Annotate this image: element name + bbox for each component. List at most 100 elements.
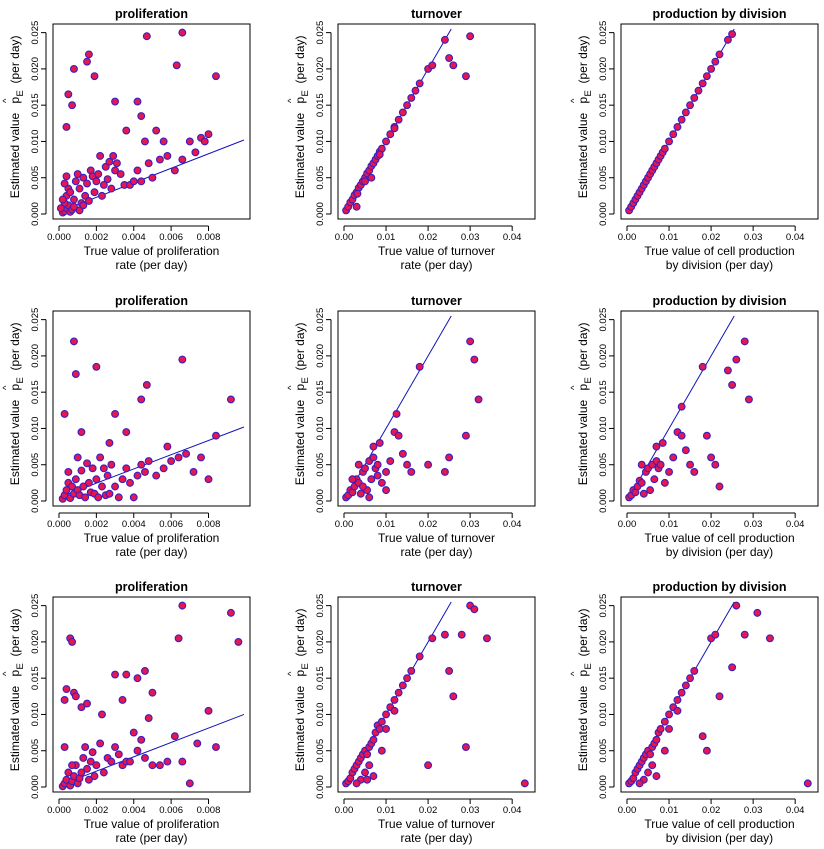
x-tick-label: 0.004: [122, 519, 146, 530]
data-point: [133, 674, 142, 683]
data-point: [673, 695, 682, 704]
data-point: [81, 493, 90, 502]
x-axis-label-line2: by division (per day): [666, 831, 773, 845]
data-point: [440, 468, 449, 476]
data-point: [90, 772, 99, 781]
data-point: [707, 64, 716, 73]
data-point: [375, 439, 384, 447]
data-point: [723, 366, 732, 375]
data-point: [744, 395, 753, 404]
data-point: [99, 181, 108, 189]
y-label-hat: ^: [1, 671, 12, 676]
data-point: [111, 670, 120, 679]
data-point: [60, 179, 69, 188]
data-point: [415, 362, 424, 371]
data-point: [111, 482, 120, 491]
data-point: [377, 478, 386, 487]
x-tick-label: 0.002: [84, 232, 108, 243]
data-point: [461, 431, 470, 440]
y-label-main: Estimated value: [576, 685, 590, 771]
data-point: [639, 489, 648, 498]
data-point: [122, 464, 131, 473]
data-point: [369, 453, 378, 462]
data-point: [204, 706, 213, 715]
data-point: [112, 159, 121, 168]
x-axis-label-line2: rate (per day): [115, 831, 187, 845]
data-point: [83, 764, 91, 773]
data-point: [189, 468, 198, 476]
y-axis-label: Estimated value p^E (per day): [569, 35, 594, 198]
data-point: [79, 173, 88, 182]
data-point: [79, 201, 88, 210]
data-point: [69, 337, 78, 346]
data-point: [79, 754, 88, 762]
data-point: [646, 486, 655, 495]
plot-frame: [620, 596, 819, 793]
data-point: [440, 630, 449, 639]
y-tick-label: 0.000: [598, 775, 609, 799]
data-point: [111, 743, 120, 752]
plot-frame: [337, 596, 536, 793]
x-tick-label: 0.004: [122, 805, 146, 816]
data-point: [652, 735, 661, 744]
data-point: [99, 464, 108, 473]
data-point: [715, 692, 724, 701]
plot-area: [58, 601, 245, 791]
y-tick-label: 0.010: [598, 703, 609, 727]
panel-title: production by division: [652, 294, 786, 308]
data-point: [148, 761, 157, 770]
data-point: [415, 652, 424, 661]
data-point: [159, 137, 168, 146]
x-axis-label-line1: True value of cell production: [644, 244, 794, 258]
y-tick-label: 0.015: [598, 380, 609, 404]
x-axis-label-line1: True value of cell production: [644, 531, 794, 545]
data-point: [660, 746, 669, 755]
x-tick-label: 0.00: [618, 519, 637, 530]
y-label-hat: ^: [286, 98, 297, 103]
y-label-units: (per day): [8, 608, 22, 656]
data-point: [681, 446, 690, 455]
data-point: [71, 370, 80, 378]
data-point: [83, 699, 91, 708]
x-tick-label: 0.00: [618, 232, 637, 243]
data-point: [669, 130, 678, 139]
data-point: [167, 457, 176, 466]
data-point: [377, 746, 386, 755]
x-tick-label: 0.006: [159, 519, 183, 530]
data-point: [711, 460, 720, 469]
x-tick-label: 0.00: [335, 805, 354, 816]
data-point: [96, 739, 105, 748]
data-point: [354, 460, 363, 469]
data-point: [77, 428, 86, 437]
data-point: [90, 72, 99, 81]
data-point: [111, 166, 120, 175]
plot-area: [342, 28, 475, 215]
plot-area: [342, 315, 483, 502]
y-tick-label: 0.005: [30, 739, 41, 763]
y-tick-label: 0.015: [30, 666, 41, 690]
data-point: [407, 468, 416, 476]
data-point: [114, 493, 123, 502]
x-axis-label-line1: True value of turnover: [378, 817, 495, 831]
panel-2-1: proliferation 0.000 0.005 0.010 0.015 0.020 0.…: [1, 294, 251, 559]
data-point: [69, 195, 78, 204]
data-point: [766, 634, 774, 643]
y-label-subscript: E: [15, 663, 26, 669]
data-point: [648, 761, 657, 770]
data-point: [137, 395, 146, 404]
data-point: [71, 177, 80, 186]
data-point: [698, 362, 707, 371]
x-tick-label: 0.02: [702, 519, 721, 530]
data-point: [144, 714, 153, 723]
y-tick-label: 0.000: [315, 775, 326, 799]
data-point: [373, 471, 382, 480]
data-point: [656, 460, 665, 469]
data-point: [212, 743, 220, 752]
plot-frame: [52, 596, 251, 793]
data-point: [60, 409, 69, 418]
data-point: [461, 72, 470, 81]
y-tick-label: 0.020: [30, 344, 41, 368]
y-label-units: (per day): [576, 35, 590, 83]
data-point: [424, 761, 433, 770]
x-tick-label: 0.008: [197, 232, 221, 243]
